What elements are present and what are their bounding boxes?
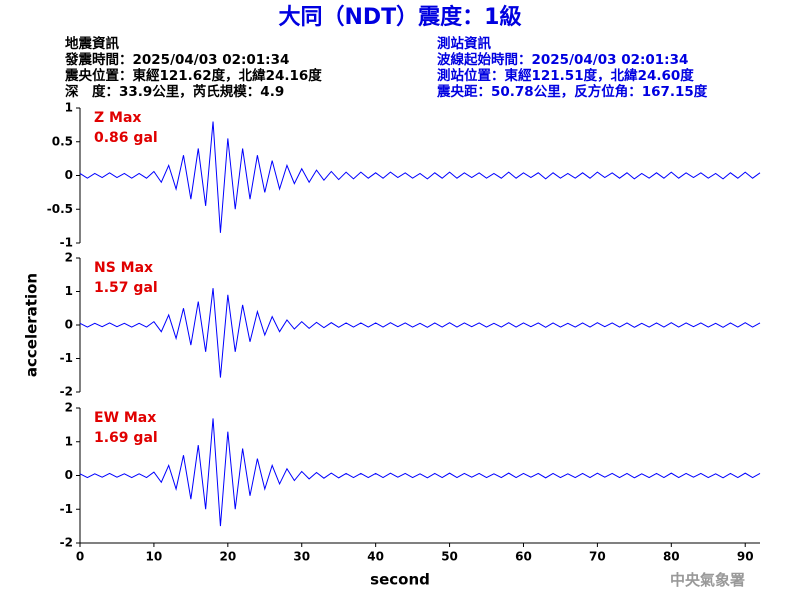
y-tick-label: 2 [65, 251, 73, 265]
y-tick-label: -2 [60, 385, 73, 399]
y-tick-label: 1 [65, 434, 73, 448]
y-tick-label: 2 [65, 401, 73, 415]
info-right: 震央距：50.78公里，反方位角：167.15度 [436, 83, 708, 100]
y-tick-label: 0.5 [52, 134, 73, 148]
info-left: 震央位置：東經121.62度，北緯24.16度 [64, 67, 322, 84]
info-right: 測站位置：東經121.51度，北緯24.60度 [437, 67, 694, 84]
x-tick-label: 70 [589, 550, 606, 564]
max-label: EW Max [94, 410, 156, 426]
info-left: 發震時間：2025/04/03 02:01:34 [64, 51, 289, 68]
info-right: 波線起始時間：2025/04/03 02:01:34 [437, 51, 688, 68]
max-label: 1.69 gal [94, 430, 158, 446]
x-tick-label: 10 [146, 550, 163, 564]
waveform [79, 288, 761, 378]
info-left: 地震資訊 [65, 35, 119, 52]
waveform [79, 418, 761, 527]
x-tick-label: 90 [737, 550, 754, 564]
x-tick-label: 20 [219, 550, 236, 564]
x-tick-label: 50 [441, 550, 458, 564]
x-axis-label: second [370, 571, 430, 589]
x-tick-label: 80 [663, 550, 680, 564]
y-tick-label: -1 [60, 236, 73, 250]
max-label: 1.57 gal [94, 280, 158, 296]
title: 大同（NDT）震度：1級 [279, 4, 522, 30]
max-label: NS Max [94, 260, 153, 276]
y-tick-label: 1 [65, 101, 73, 115]
info-left: 深 度：33.9公里，芮氏規模：4.9 [65, 83, 284, 100]
max-label: Z Max [94, 110, 141, 126]
y-tick-label: -2 [60, 536, 73, 550]
y-tick-label: -1 [60, 502, 73, 516]
x-tick-label: 30 [293, 550, 310, 564]
x-tick-label: 60 [515, 550, 532, 564]
y-tick-label: 1 [65, 284, 73, 298]
y-tick-label: 0 [65, 168, 73, 182]
footer: 中央氣象署 [670, 571, 745, 589]
y-axis-label: acceleration [23, 273, 41, 377]
y-tick-label: 0 [65, 468, 73, 482]
max-label: 0.86 gal [94, 130, 158, 146]
y-tick-label: -0.5 [47, 202, 73, 216]
info-right: 測站資訊 [437, 35, 491, 52]
waveform [79, 121, 761, 233]
y-tick-label: -1 [60, 351, 73, 365]
x-tick-label: 0 [76, 550, 84, 564]
x-tick-label: 40 [367, 550, 384, 564]
y-tick-label: 0 [65, 318, 73, 332]
